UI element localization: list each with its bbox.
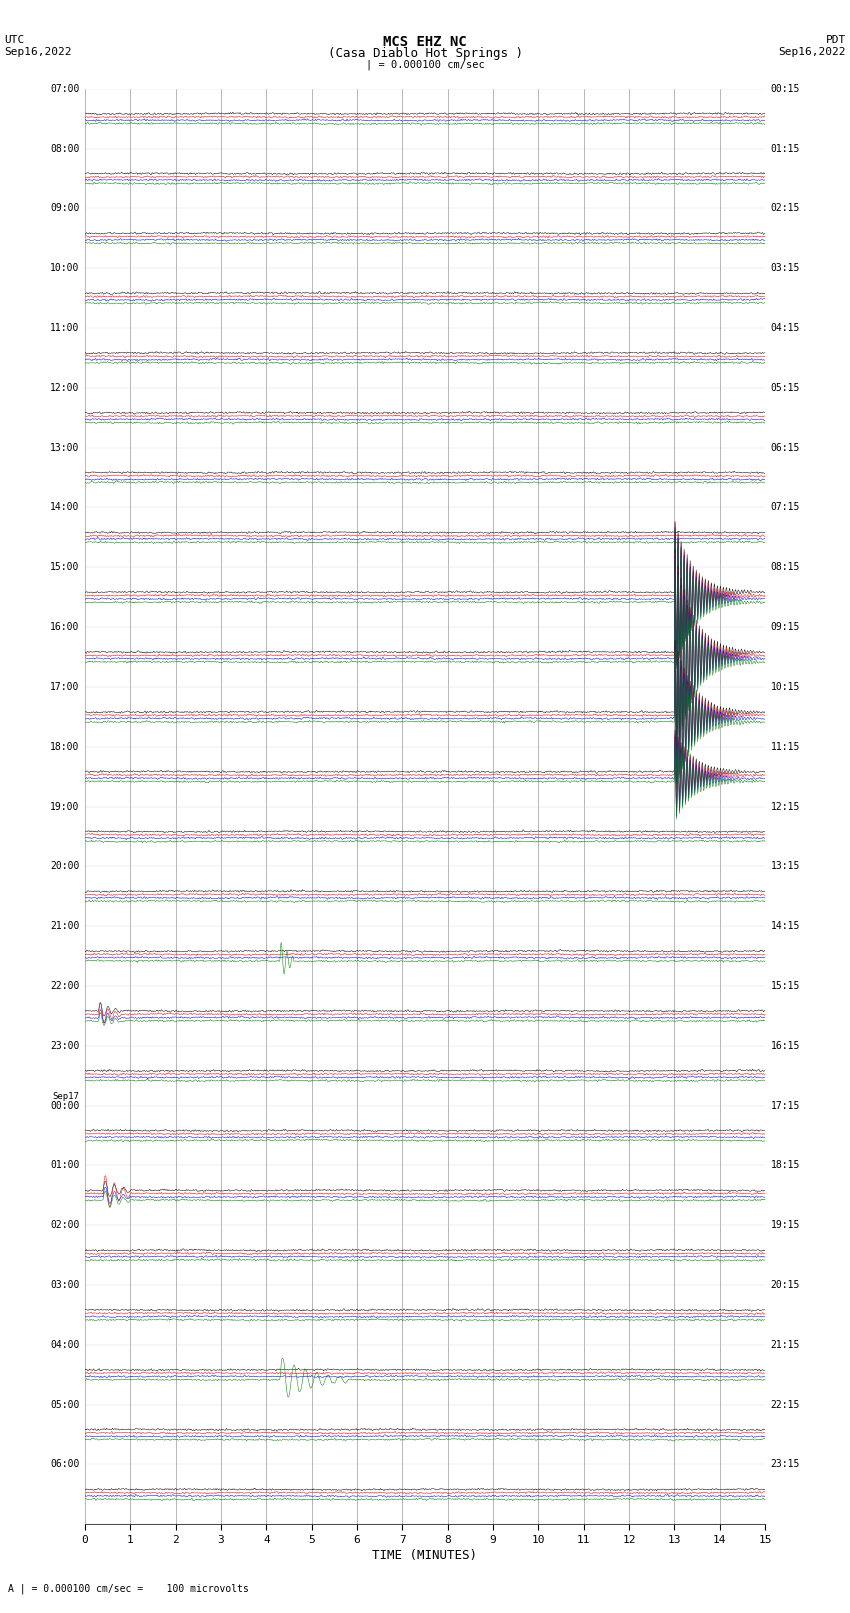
X-axis label: TIME (MINUTES): TIME (MINUTES) [372, 1548, 478, 1561]
Text: 16:00: 16:00 [50, 623, 80, 632]
Text: 13:15: 13:15 [770, 861, 800, 871]
Text: 15:15: 15:15 [770, 981, 800, 990]
Text: 09:15: 09:15 [770, 623, 800, 632]
Text: 02:15: 02:15 [770, 203, 800, 213]
Text: 22:00: 22:00 [50, 981, 80, 990]
Text: 11:15: 11:15 [770, 742, 800, 752]
Text: 14:15: 14:15 [770, 921, 800, 931]
Text: A | = 0.000100 cm/sec =    100 microvolts: A | = 0.000100 cm/sec = 100 microvolts [8, 1582, 249, 1594]
Text: 18:00: 18:00 [50, 742, 80, 752]
Text: 08:15: 08:15 [770, 563, 800, 573]
Text: 13:00: 13:00 [50, 442, 80, 453]
Text: 03:00: 03:00 [50, 1281, 80, 1290]
Text: Sep17: Sep17 [53, 1092, 80, 1102]
Text: 20:00: 20:00 [50, 861, 80, 871]
Text: 18:15: 18:15 [770, 1160, 800, 1171]
Text: 01:15: 01:15 [770, 144, 800, 153]
Text: 07:00: 07:00 [50, 84, 80, 94]
Text: 14:00: 14:00 [50, 502, 80, 513]
Text: 23:00: 23:00 [50, 1040, 80, 1050]
Text: 06:00: 06:00 [50, 1460, 80, 1469]
Text: 21:15: 21:15 [770, 1340, 800, 1350]
Text: PDT: PDT [825, 35, 846, 45]
Text: 05:15: 05:15 [770, 382, 800, 394]
Text: 03:15: 03:15 [770, 263, 800, 273]
Text: 04:00: 04:00 [50, 1340, 80, 1350]
Text: 21:00: 21:00 [50, 921, 80, 931]
Text: 19:15: 19:15 [770, 1219, 800, 1231]
Text: 17:15: 17:15 [770, 1100, 800, 1111]
Text: UTC: UTC [4, 35, 25, 45]
Text: 02:00: 02:00 [50, 1219, 80, 1231]
Text: 20:15: 20:15 [770, 1281, 800, 1290]
Text: 04:15: 04:15 [770, 323, 800, 332]
Text: 19:00: 19:00 [50, 802, 80, 811]
Text: 07:15: 07:15 [770, 502, 800, 513]
Text: 16:15: 16:15 [770, 1040, 800, 1050]
Text: 22:15: 22:15 [770, 1400, 800, 1410]
Text: 00:00: 00:00 [50, 1100, 80, 1111]
Text: Sep16,2022: Sep16,2022 [779, 47, 846, 56]
Text: 12:00: 12:00 [50, 382, 80, 394]
Text: MCS EHZ NC: MCS EHZ NC [383, 35, 467, 50]
Text: 06:15: 06:15 [770, 442, 800, 453]
Text: 15:00: 15:00 [50, 563, 80, 573]
Text: Sep16,2022: Sep16,2022 [4, 47, 71, 56]
Text: 12:15: 12:15 [770, 802, 800, 811]
Text: 01:00: 01:00 [50, 1160, 80, 1171]
Text: 10:15: 10:15 [770, 682, 800, 692]
Text: 17:00: 17:00 [50, 682, 80, 692]
Text: 08:00: 08:00 [50, 144, 80, 153]
Text: 11:00: 11:00 [50, 323, 80, 332]
Text: 10:00: 10:00 [50, 263, 80, 273]
Text: (Casa Diablo Hot Springs ): (Casa Diablo Hot Springs ) [327, 47, 523, 60]
Text: | = 0.000100 cm/sec: | = 0.000100 cm/sec [366, 60, 484, 71]
Text: 23:15: 23:15 [770, 1460, 800, 1469]
Text: 05:00: 05:00 [50, 1400, 80, 1410]
Text: 09:00: 09:00 [50, 203, 80, 213]
Text: 00:15: 00:15 [770, 84, 800, 94]
